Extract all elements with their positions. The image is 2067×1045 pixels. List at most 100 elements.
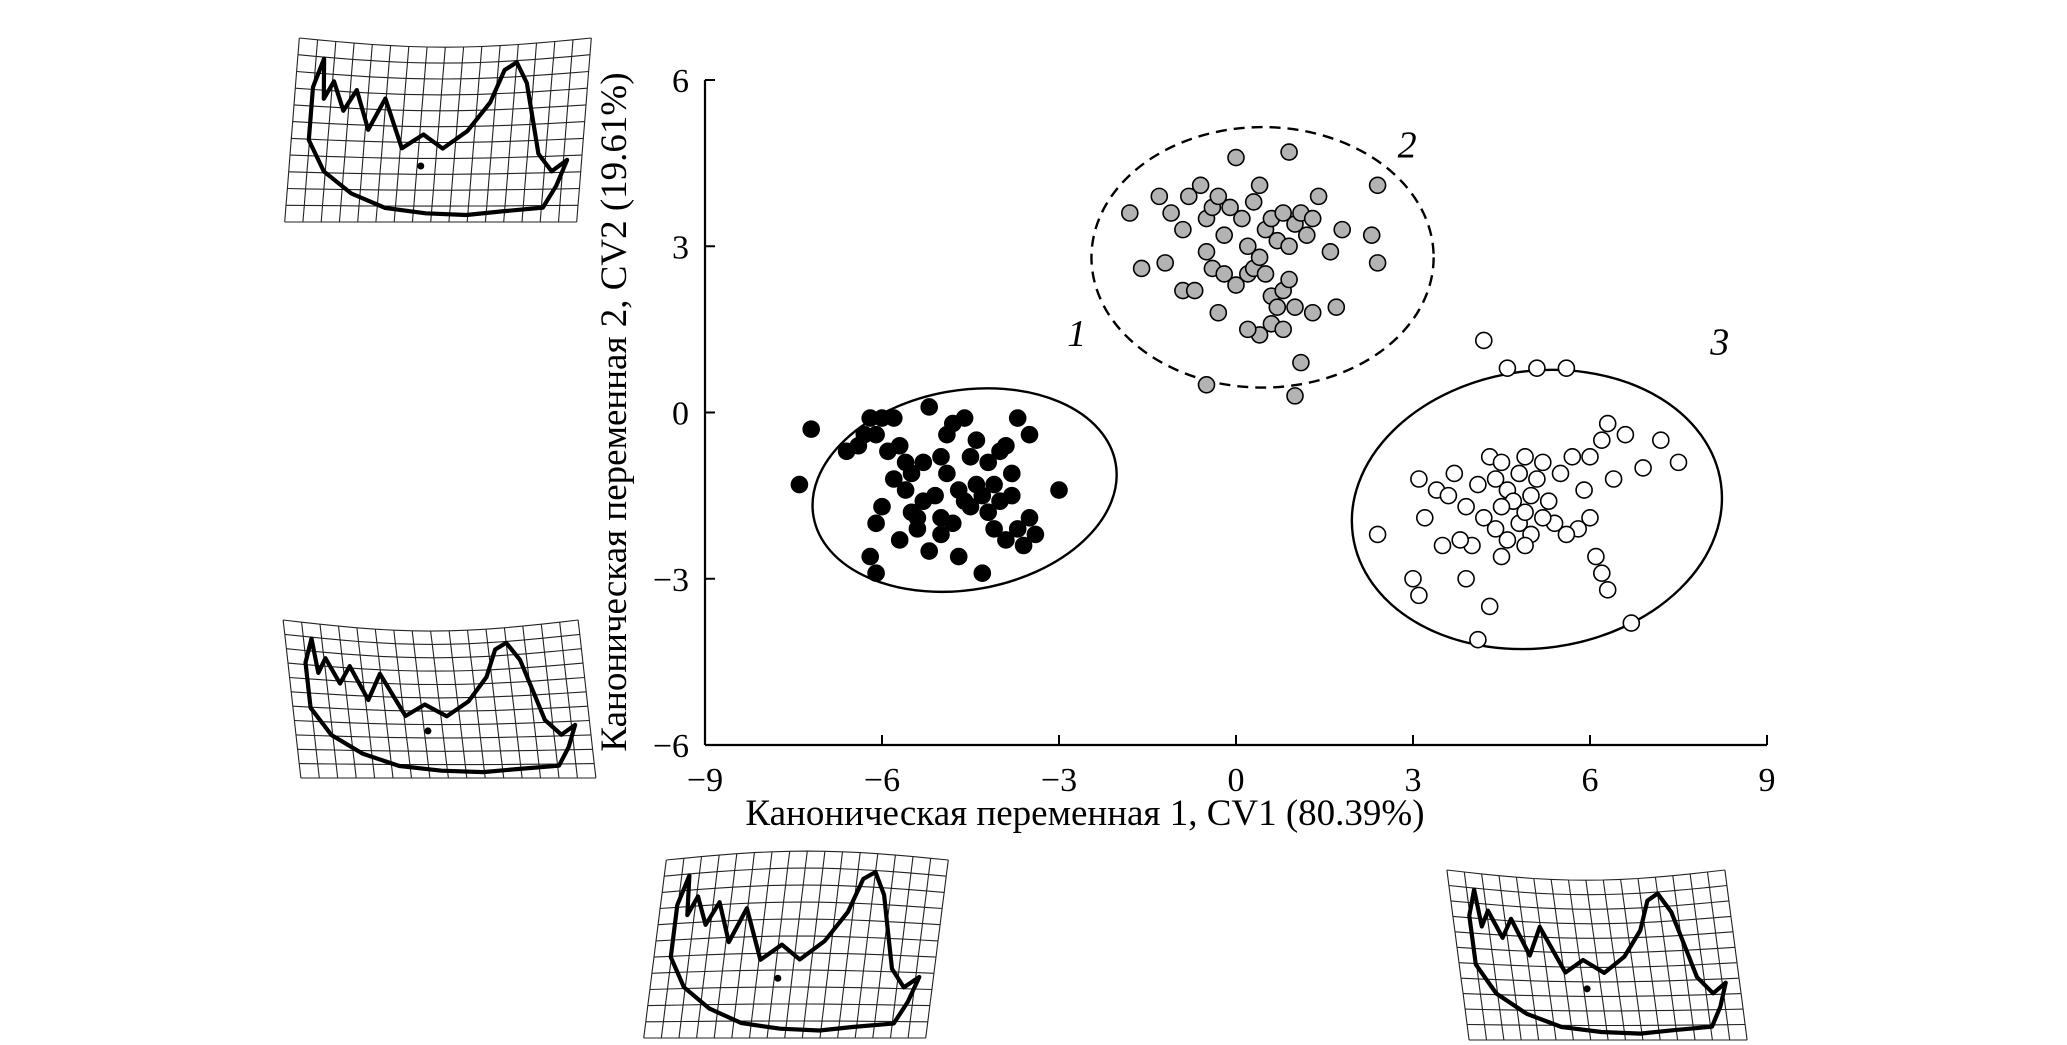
grid-line (299, 763, 595, 766)
mandible-outline (1467, 887, 1728, 1036)
shape-grid-middle-left (282, 619, 597, 779)
mandible-outline (303, 636, 578, 775)
data-point-group-3 (1410, 586, 1428, 605)
shape-deformation-grids (282, 37, 1748, 1041)
centroid-dot (417, 162, 425, 170)
data-point-group-2 (1185, 281, 1204, 300)
data-point-group-2 (1327, 298, 1346, 317)
data-point-group-3 (1652, 431, 1670, 450)
grid-line (1724, 869, 1748, 1041)
data-point-group-3 (1498, 531, 1517, 549)
data-point-group-1 (920, 542, 939, 560)
confidence-ellipse-group-3 (1350, 368, 1724, 651)
grid-line (295, 87, 588, 96)
data-point-group-3 (1516, 448, 1534, 466)
data-point-group-3 (1604, 470, 1623, 488)
data-point-group-2 (1321, 242, 1340, 261)
data-point-group-1 (896, 453, 915, 472)
x-tick-label: −6 (864, 762, 900, 799)
grid-line (576, 37, 592, 223)
group-3: 3 (1350, 321, 1729, 651)
data-point-group-2 (1215, 226, 1233, 244)
data-point-group-3 (1616, 425, 1635, 444)
data-point-group-2 (1286, 298, 1304, 317)
grid-line (1689, 873, 1713, 1041)
data-point-group-2 (1174, 220, 1192, 239)
data-point-group-1 (873, 497, 891, 516)
data-point-group-3 (1469, 475, 1487, 494)
grid-line (296, 70, 589, 80)
data-point-group-3 (1492, 547, 1511, 566)
confidence-ellipse-group-1 (811, 387, 1118, 594)
data-point-group-2 (1274, 320, 1292, 339)
grid-line (696, 855, 720, 1039)
grid-line (872, 855, 896, 1039)
grid-line (1533, 878, 1557, 1041)
data-point-group-1 (896, 481, 915, 499)
shape-grid-top-left (284, 37, 592, 223)
grid-line (748, 851, 773, 1039)
grid-line (854, 853, 879, 1039)
grid-line (375, 45, 392, 223)
shape-grid-bottom-left (643, 850, 949, 1039)
data-point-group-1 (985, 475, 1003, 494)
grid-line (503, 627, 523, 779)
data-point-group-1 (867, 425, 885, 444)
data-point-group-3 (1475, 508, 1493, 527)
data-point-group-1 (932, 508, 950, 527)
grid-line (1450, 900, 1729, 910)
data-point-group-1 (932, 448, 950, 466)
data-point-group-1 (973, 564, 992, 583)
data-point-group-3 (1528, 359, 1546, 377)
grid-line (289, 154, 583, 159)
data-point-group-2 (1197, 242, 1216, 261)
grid-line (1448, 884, 1727, 896)
mandible-outline (668, 870, 922, 1033)
y-tick-label: 6 (672, 63, 689, 100)
data-point-group-1 (949, 547, 968, 566)
group-2: 2 (1090, 125, 1435, 405)
data-point-group-3 (1439, 486, 1458, 505)
grid-line (291, 691, 587, 699)
data-point-group-3 (1433, 536, 1452, 555)
grid-line (784, 851, 808, 1039)
data-point-group-1 (955, 492, 974, 510)
grid-line (1602, 879, 1627, 1041)
data-point-group-3 (1498, 359, 1517, 377)
data-point-group-1 (867, 564, 885, 583)
grid-line (540, 624, 560, 779)
data-point-group-3 (1551, 464, 1570, 483)
grid-line (647, 1003, 930, 1007)
centroid-dot (1583, 985, 1591, 993)
data-point-group-1 (1014, 536, 1033, 555)
grid-line (295, 734, 592, 739)
data-point-group-3 (1416, 508, 1434, 527)
data-point-group-3 (1622, 614, 1641, 632)
grid-line (1672, 875, 1696, 1041)
x-tick-label: 3 (1405, 762, 1422, 799)
data-point-group-3 (1404, 569, 1422, 588)
grid-line (1620, 879, 1644, 1041)
data-point-group-2 (1180, 187, 1198, 206)
y-tick-label: 0 (672, 396, 689, 433)
data-point-group-3 (1492, 453, 1511, 472)
y-tick-label: −3 (653, 562, 689, 599)
data-point-group-1 (890, 436, 909, 455)
grid-line (664, 867, 947, 877)
grid-line (466, 46, 483, 223)
grid-line (662, 884, 945, 893)
grid-line (448, 46, 465, 223)
data-point-group-3 (1368, 525, 1387, 544)
data-point-group-2 (1368, 254, 1387, 272)
data-point-group-1 (914, 453, 933, 472)
data-point-group-1 (867, 514, 885, 533)
data-point-group-1 (967, 475, 986, 494)
data-point-group-1 (979, 453, 998, 472)
x-axis-title: Каноническая переменная 1, CV1 (80.39%) (745, 793, 1424, 834)
data-point-group-2 (1274, 204, 1292, 222)
data-point-group-1 (884, 470, 903, 488)
data-point-group-3 (1516, 536, 1534, 555)
grid-line (282, 619, 302, 779)
data-point-group-2 (1209, 303, 1228, 322)
